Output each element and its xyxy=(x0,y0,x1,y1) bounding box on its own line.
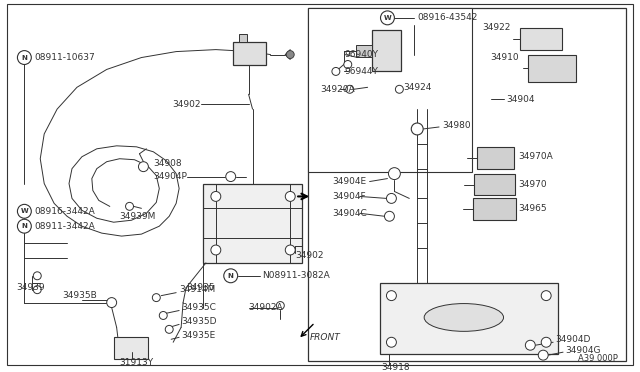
Text: 34902A: 34902A xyxy=(248,303,283,312)
Circle shape xyxy=(332,67,340,76)
Text: 34902: 34902 xyxy=(172,100,201,109)
Circle shape xyxy=(285,192,295,201)
Circle shape xyxy=(17,204,31,218)
Circle shape xyxy=(525,340,535,350)
Bar xyxy=(372,30,401,71)
Bar xyxy=(520,28,562,49)
Bar xyxy=(529,55,576,82)
Bar xyxy=(308,8,625,361)
Circle shape xyxy=(165,326,173,333)
Text: 34904P: 34904P xyxy=(153,172,187,181)
Text: 34935: 34935 xyxy=(186,283,214,292)
Text: 34918: 34918 xyxy=(381,363,410,372)
Circle shape xyxy=(381,11,394,25)
Text: 34904G: 34904G xyxy=(565,346,600,355)
Bar xyxy=(308,8,472,171)
Circle shape xyxy=(17,219,31,233)
Circle shape xyxy=(276,302,284,310)
Circle shape xyxy=(226,171,236,182)
Text: 34935D: 34935D xyxy=(181,317,216,326)
Text: FRONT: FRONT xyxy=(310,333,341,342)
Text: 31913Y: 31913Y xyxy=(120,357,154,366)
Circle shape xyxy=(17,51,31,64)
Text: 08916-3442A: 08916-3442A xyxy=(35,207,95,216)
Text: 34935C: 34935C xyxy=(181,303,216,312)
Text: 34914M: 34914M xyxy=(179,285,216,294)
Text: A39 000P: A39 000P xyxy=(578,354,618,363)
Circle shape xyxy=(387,291,396,301)
Circle shape xyxy=(385,211,394,221)
Circle shape xyxy=(138,162,148,171)
Text: 34939M: 34939M xyxy=(120,212,156,221)
Circle shape xyxy=(224,269,237,283)
Circle shape xyxy=(388,168,401,180)
Circle shape xyxy=(285,245,295,255)
Circle shape xyxy=(538,350,548,360)
Text: 34904C: 34904C xyxy=(332,209,367,218)
Circle shape xyxy=(33,272,41,280)
Text: 08911-10637: 08911-10637 xyxy=(35,53,95,62)
Bar xyxy=(474,174,515,195)
Text: N: N xyxy=(228,273,234,279)
Bar xyxy=(477,147,515,169)
Circle shape xyxy=(396,85,403,93)
Bar xyxy=(356,45,372,57)
Text: 34935B: 34935B xyxy=(62,291,97,300)
Text: 34965: 34965 xyxy=(518,204,547,213)
Bar xyxy=(203,183,302,263)
Text: N: N xyxy=(21,55,28,61)
Text: 34904E: 34904E xyxy=(332,177,366,186)
Circle shape xyxy=(125,202,134,210)
Text: 34904F: 34904F xyxy=(332,192,365,201)
Bar xyxy=(380,283,558,354)
Text: 08916-43542: 08916-43542 xyxy=(417,13,477,22)
Text: N: N xyxy=(21,223,28,229)
Text: 96940Y: 96940Y xyxy=(345,50,379,59)
Circle shape xyxy=(286,51,294,58)
Circle shape xyxy=(387,337,396,347)
Circle shape xyxy=(33,286,41,294)
Text: 34902: 34902 xyxy=(295,251,324,260)
Circle shape xyxy=(346,85,354,93)
Text: 34924: 34924 xyxy=(403,83,432,92)
Circle shape xyxy=(152,294,160,302)
Bar xyxy=(239,34,246,42)
Circle shape xyxy=(541,337,551,347)
Text: 34939: 34939 xyxy=(17,283,45,292)
Text: 34970A: 34970A xyxy=(518,152,553,161)
Circle shape xyxy=(211,245,221,255)
Text: 34920A: 34920A xyxy=(320,85,355,94)
Circle shape xyxy=(211,192,221,201)
Circle shape xyxy=(107,298,116,308)
Text: 34908: 34908 xyxy=(154,159,182,168)
Text: 34910: 34910 xyxy=(490,53,518,62)
Text: 08911-3442A: 08911-3442A xyxy=(35,222,95,231)
Text: 34970: 34970 xyxy=(518,180,547,189)
Circle shape xyxy=(159,311,167,320)
Text: N08911-3082A: N08911-3082A xyxy=(262,271,330,280)
Text: W: W xyxy=(20,208,28,214)
Text: 34922: 34922 xyxy=(482,23,511,32)
Text: 34904: 34904 xyxy=(506,95,535,104)
Circle shape xyxy=(344,61,352,68)
Bar xyxy=(233,42,266,65)
Ellipse shape xyxy=(424,304,504,331)
Circle shape xyxy=(412,123,423,135)
Text: 34980: 34980 xyxy=(442,122,470,131)
Circle shape xyxy=(541,291,551,301)
Bar xyxy=(473,198,516,220)
Text: W: W xyxy=(383,15,391,21)
Text: 34904D: 34904D xyxy=(555,335,591,344)
Text: 96944Y: 96944Y xyxy=(345,67,379,76)
Circle shape xyxy=(387,193,396,203)
Bar xyxy=(114,337,148,359)
Text: 34935E: 34935E xyxy=(181,331,216,340)
